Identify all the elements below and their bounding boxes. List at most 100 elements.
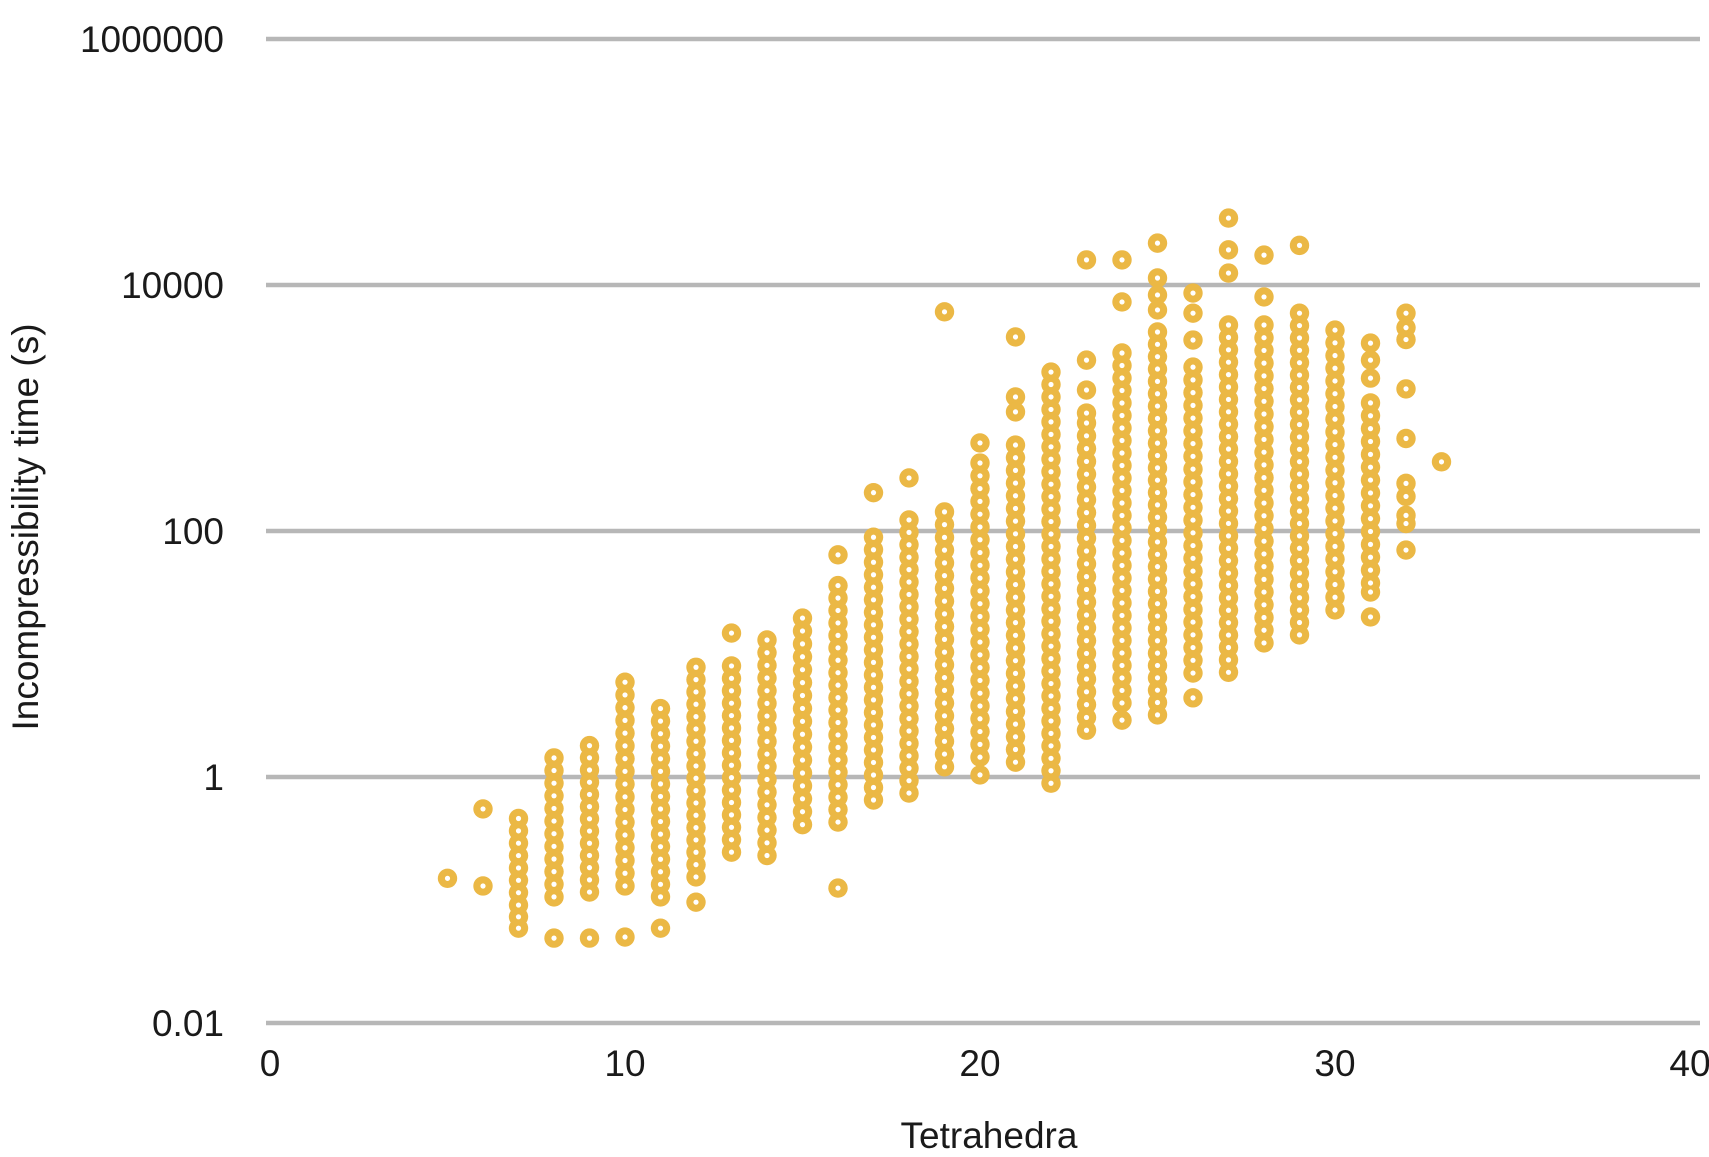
data-point-center [977,741,983,747]
data-point-center [1154,699,1161,706]
data-point-center [1012,531,1019,537]
data-point-center [870,759,877,766]
data-point-center [799,692,806,699]
data-point-center [1012,581,1019,588]
data-point-center [1261,411,1267,417]
data-point-center [1154,564,1161,570]
data-point-center [835,607,841,614]
data-point-center [941,687,948,693]
data-point-center [728,799,735,806]
data-point-center [1190,581,1196,587]
data-point-center [835,707,841,713]
data-point-center [1154,341,1161,347]
data-point-center [764,827,770,833]
data-point-center [1119,637,1125,644]
data-point-center [1048,394,1054,400]
data-point-center [1332,569,1338,575]
data-point-center [764,802,770,808]
data-point-center [1438,459,1445,465]
data-point-center [1083,522,1090,529]
data-point-center [1048,494,1054,500]
data-point-center [1083,714,1090,721]
data-point-center [764,637,770,643]
data-point-center [728,630,735,636]
data-point-center [1048,431,1054,437]
data-point-center [977,485,983,492]
data-point-center [1012,696,1019,702]
data-point-center [941,509,948,515]
data-point-center [941,624,948,630]
data-point-center [1190,479,1196,485]
data-point-center [586,816,593,822]
data-point-center [1119,512,1125,519]
data-point-center [728,712,735,719]
data-point-center [1261,602,1267,608]
data-point-center [1154,477,1161,483]
data-point-center [1083,535,1090,541]
data-point-center [906,591,912,598]
data-point-center [1119,587,1125,594]
data-point-center [1190,568,1196,574]
data-point-center [622,756,628,762]
data-point-center [622,870,628,876]
data-point-center [1012,645,1019,651]
data-point-center [728,725,735,731]
data-point-center [1048,369,1054,375]
data-point-center [1154,539,1161,545]
data-point-center [1083,387,1090,393]
data-point-center [1119,717,1125,723]
data-point-center [1332,467,1338,473]
data-point-center [799,718,806,724]
data-point-center [941,764,948,770]
data-point-center [1048,506,1054,512]
data-point-center [906,678,912,684]
data-point-center [586,840,593,846]
data-point-center [906,703,912,709]
data-point-center [870,722,877,728]
data-point-center [1296,619,1303,626]
data-point-center [1190,364,1196,370]
data-point-center [1403,336,1409,343]
data-point-center [1154,638,1161,644]
data-point-center [1296,533,1303,539]
data-point-center [622,832,628,838]
data-point-center [977,473,983,479]
data-point-center [1083,727,1090,733]
data-point-center [728,688,735,694]
data-point-center [870,559,877,565]
data-point-center [1403,325,1409,331]
data-point-center [622,806,628,813]
data-point-center [1154,588,1161,594]
data-point-center [1083,257,1090,263]
data-point-center [1225,372,1232,378]
data-point-center [764,688,770,694]
data-point-center [1367,400,1374,406]
data-point-center [693,751,699,757]
data-point-center [977,537,983,543]
data-point-center [1154,440,1161,446]
data-point-center [728,700,735,706]
data-point-center [977,703,983,709]
data-point-center [1119,612,1125,619]
data-point-center [906,554,912,560]
data-point-center [1119,575,1125,581]
data-point-center [1119,362,1125,369]
data-point-center [728,737,735,744]
data-point-center [1012,543,1019,550]
data-point-center [1296,397,1303,403]
data-point-center [693,812,699,818]
data-point-center [1048,444,1054,450]
data-point-center [1012,620,1019,626]
data-point-center [1261,614,1267,621]
y-tick-label: 100 [162,511,224,552]
data-point-center [1048,693,1054,699]
data-point-center [977,601,983,607]
data-point-center [657,806,664,812]
data-point-center [1012,721,1019,727]
data-point-center [1048,680,1054,687]
data-point-center [1190,644,1196,651]
data-point-center [1332,543,1338,549]
data-point-center [1403,547,1409,553]
data-point-center [1296,471,1303,477]
data-point-center [1048,406,1054,413]
